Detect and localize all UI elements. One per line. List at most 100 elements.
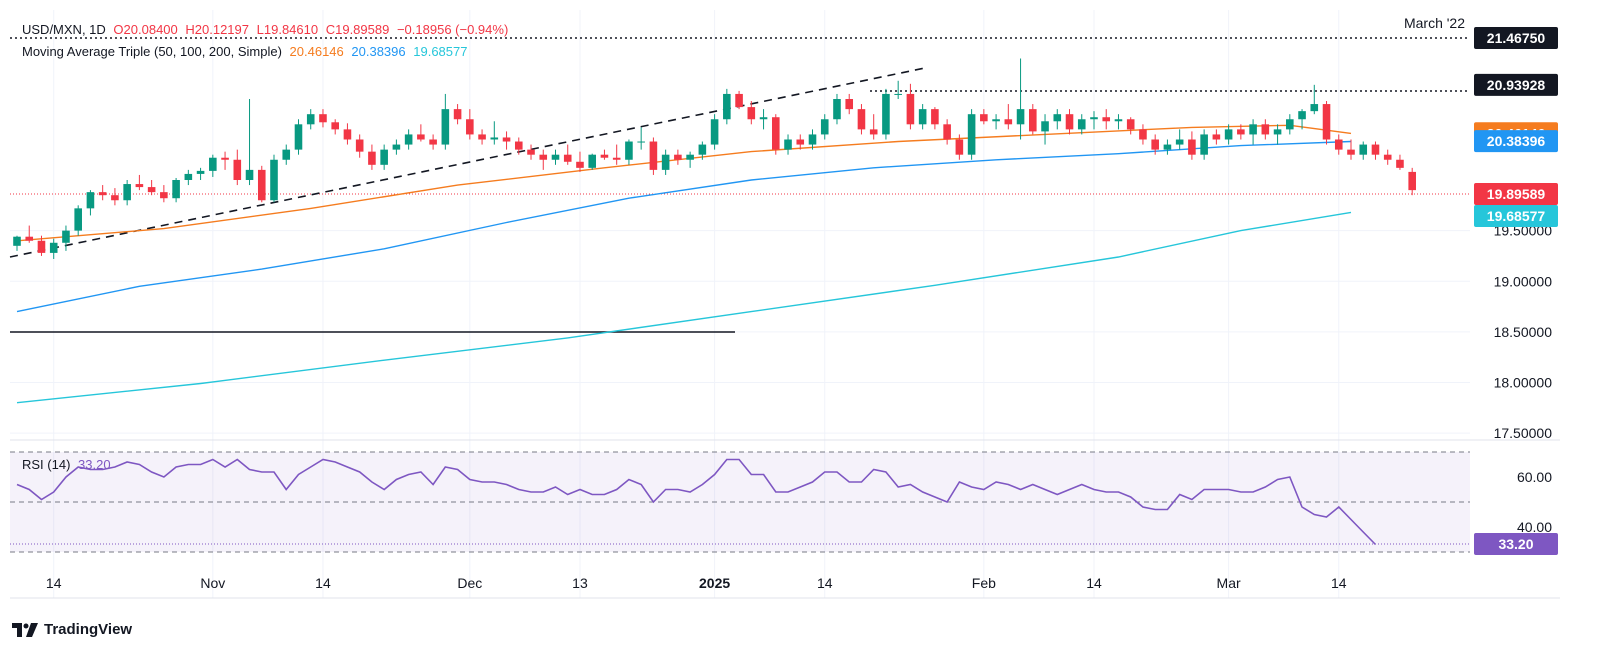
candle: [625, 139, 633, 165]
candle-body: [417, 134, 425, 140]
candle: [1334, 134, 1343, 155]
time-tick-label: Nov: [200, 575, 225, 591]
candle: [343, 123, 352, 145]
candle-body: [37, 240, 46, 253]
candle-body: [955, 139, 964, 155]
candle: [245, 99, 254, 186]
candle-body: [563, 154, 572, 162]
price-tick-label: 17.50000: [1494, 425, 1553, 441]
candle: [674, 149, 682, 165]
candle-body: [723, 93, 731, 120]
candle-body: [1077, 119, 1086, 130]
candle: [209, 154, 217, 177]
candle-body: [551, 154, 560, 160]
time-tick-label: 14: [315, 575, 331, 591]
candle-body: [1310, 104, 1319, 112]
time-tick-label: 14: [1331, 575, 1347, 591]
tradingview-logo[interactable]: TradingView: [12, 621, 132, 638]
rsi-tick-label: 60.00: [1517, 469, 1552, 485]
candle: [294, 119, 303, 155]
ohlc-legend: USD/MXN, 1D O20.08400 H20.12197 L19.8461…: [22, 22, 512, 37]
time-tick-label: 2025: [699, 575, 730, 591]
candle-body: [331, 122, 339, 130]
ma-label: Moving Average Triple (50, 100, 200, Sim…: [22, 44, 282, 59]
candle: [992, 114, 1000, 130]
candle-body: [1163, 144, 1172, 150]
candle: [649, 137, 658, 175]
candle-body: [600, 154, 609, 158]
tradingview-wordmark: TradingView: [44, 621, 133, 638]
candle: [98, 185, 107, 201]
candle: [1286, 114, 1294, 135]
candle-body: [1298, 111, 1306, 120]
ma50-value: 20.46146: [289, 44, 344, 59]
candle-body: [710, 119, 719, 145]
candles: [13, 58, 1416, 259]
tradingview-logo-icon: [12, 622, 38, 637]
candle: [221, 151, 229, 170]
candle-body: [282, 149, 291, 160]
time-tick-label: Mar: [1217, 575, 1241, 591]
candle: [1163, 139, 1172, 155]
candle-body: [1188, 139, 1196, 155]
candle-body: [833, 99, 841, 120]
candle: [502, 131, 511, 150]
candle: [759, 109, 768, 130]
candle: [1016, 58, 1025, 140]
rsi-line: [16, 458, 1377, 546]
time-tick-label: 14: [817, 575, 833, 591]
candle: [1175, 129, 1184, 150]
time-tick-label: 14: [1086, 575, 1102, 591]
candle-body: [1261, 124, 1270, 135]
candle: [160, 185, 168, 203]
candle-body: [147, 187, 156, 193]
candle-body: [184, 173, 193, 180]
candle: [1212, 129, 1221, 145]
candle: [551, 149, 560, 165]
candle-body: [74, 208, 82, 231]
candle: [1347, 139, 1355, 160]
candle-body: [980, 114, 988, 122]
candle: [710, 114, 719, 150]
candle: [588, 153, 597, 170]
candle: [331, 119, 339, 135]
candle-body: [576, 161, 584, 168]
candle-body: [233, 159, 242, 180]
candle: [404, 129, 413, 150]
candle: [62, 225, 70, 251]
price-tag-bg: [1474, 205, 1558, 227]
price-tag-label: 20.38396: [1487, 133, 1546, 149]
candle: [723, 88, 731, 125]
candle: [1237, 124, 1245, 140]
price-tag-label: 20.93928: [1487, 77, 1546, 93]
candle-body: [1016, 109, 1025, 125]
candle-body: [514, 141, 523, 150]
candle: [368, 144, 376, 170]
price-tag-label: 21.46750: [1487, 30, 1546, 46]
price-tag: 20.38396: [1474, 130, 1558, 153]
candle-body: [172, 180, 180, 199]
candle: [931, 107, 939, 130]
candle-body: [1273, 129, 1282, 135]
candle-body: [759, 117, 768, 120]
rsi-tag-bg: [1474, 533, 1558, 555]
candle: [49, 238, 58, 259]
candle-body: [967, 114, 976, 155]
candle: [306, 109, 315, 130]
candle: [441, 93, 450, 150]
candle-body: [686, 154, 694, 160]
ma-legend: Moving Average Triple (50, 100, 200, Sim…: [22, 44, 471, 59]
candle: [980, 109, 988, 125]
rsi-legend: RSI (14) 33.20: [22, 457, 115, 472]
candle: [1102, 109, 1111, 130]
candle-body: [490, 137, 499, 140]
candle: [1126, 117, 1135, 135]
candle: [845, 93, 854, 115]
time-tick-label: 13: [572, 575, 588, 591]
candle: [147, 180, 156, 196]
candle-body: [943, 124, 951, 140]
candle-body: [98, 192, 107, 196]
candle: [86, 190, 95, 216]
candle-body: [1359, 144, 1368, 155]
